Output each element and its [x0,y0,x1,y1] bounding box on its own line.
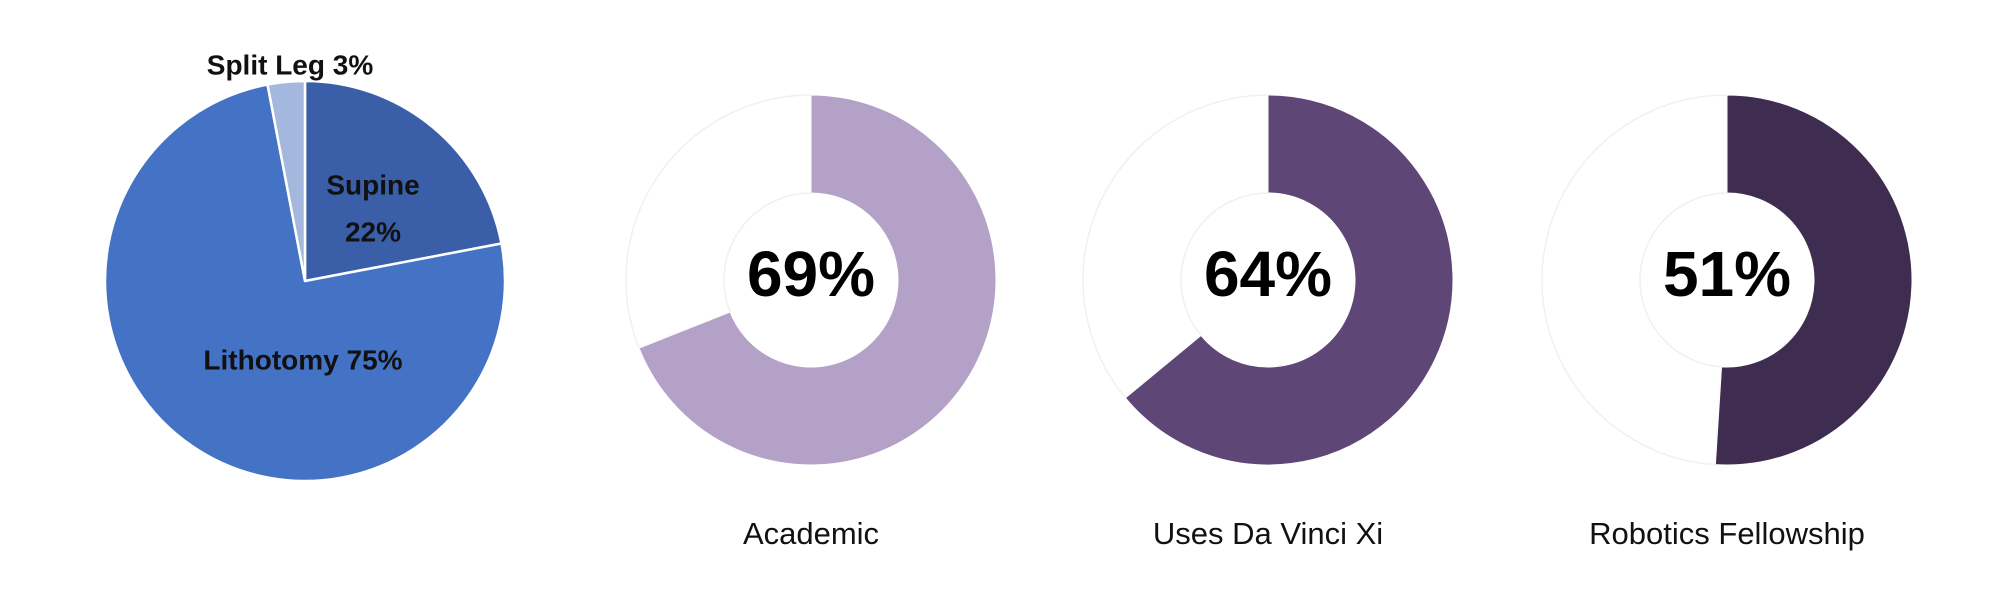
donut-charts: 69% Academic 64% Uses Da Vinci Xi 51% Robotic… [625,94,1913,551]
pie-slice-lithotomy [103,83,507,483]
pie-slice-supine [303,79,503,283]
pie-label-split-leg: Split Leg 3% [207,49,374,80]
pie-label-supine-line-2: 22% [345,216,401,247]
donut-value-academic: 69% [747,238,875,310]
donut-caption-robotics-fellowship: Robotics Fellowship [1589,516,1865,551]
donut-segment-academic [638,94,997,466]
donut-remainder-robotics-fellowship [1541,94,1728,466]
donut-caption-uses-da-vinci-xi: Uses Da Vinci Xi [1153,516,1383,551]
donut-uses-da-vinci-xi: 64% Uses Da Vinci Xi [1082,94,1454,551]
donut-caption-academic: Academic [743,516,879,551]
donut-robotics-fellowship: 51% Robotics Fellowship [1541,94,1913,551]
pie-label-supine-line-1: Supine [326,169,419,200]
donut-remainder-academic [625,94,812,350]
donut-value-uses-da-vinci-xi: 64% [1204,238,1332,310]
position-pie-chart: Supine 22% Lithotomy 75% Split Leg 3% [103,49,507,483]
pie-label-lithotomy: Lithotomy 75% [203,344,402,375]
donut-remainder-uses-da-vinci-xi [1082,94,1269,399]
donut-value-robotics-fellowship: 51% [1663,238,1791,310]
pie-slice-split-leg [266,79,307,283]
donut-academic: 69% Academic [625,94,997,551]
donut-segment-robotics-fellowship [1714,94,1913,466]
donut-segment-uses-da-vinci-xi [1124,94,1454,466]
